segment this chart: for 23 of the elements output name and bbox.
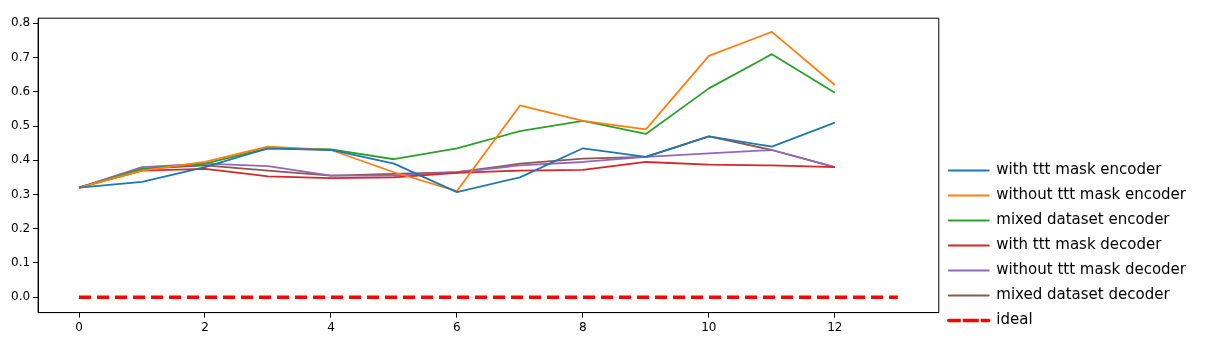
y-tick-label: 0.7 bbox=[10, 49, 31, 64]
x-tick-label: 6 bbox=[453, 319, 461, 334]
legend-label: ideal bbox=[996, 310, 1033, 329]
x-tick-label: 0 bbox=[75, 319, 83, 334]
y-tick-label: 0.8 bbox=[10, 15, 31, 30]
x-tick-label: 2 bbox=[201, 319, 209, 334]
y-tick-label: 0.5 bbox=[10, 118, 31, 133]
y-tick-label: 0.2 bbox=[10, 220, 31, 235]
y-tick-label: 0.4 bbox=[10, 152, 31, 167]
y-tick-label: 0.0 bbox=[10, 289, 31, 304]
legend-label: mixed dataset decoder bbox=[996, 285, 1171, 304]
x-tick-label: 10 bbox=[701, 319, 717, 334]
x-tick-label: 8 bbox=[579, 319, 587, 334]
x-tick-label: 4 bbox=[327, 319, 335, 334]
x-tick-label: 12 bbox=[827, 319, 843, 334]
legend-label: without ttt mask encoder bbox=[996, 185, 1187, 204]
legend-label: mixed dataset encoder bbox=[996, 210, 1171, 229]
legend-label: with ttt mask encoder bbox=[996, 160, 1163, 179]
legend-label: without ttt mask decoder bbox=[996, 260, 1187, 279]
legend-label: with ttt mask decoder bbox=[996, 235, 1163, 254]
y-tick-label: 0.1 bbox=[10, 255, 31, 270]
y-tick-label: 0.6 bbox=[10, 83, 31, 98]
y-tick-label: 0.3 bbox=[10, 186, 31, 201]
